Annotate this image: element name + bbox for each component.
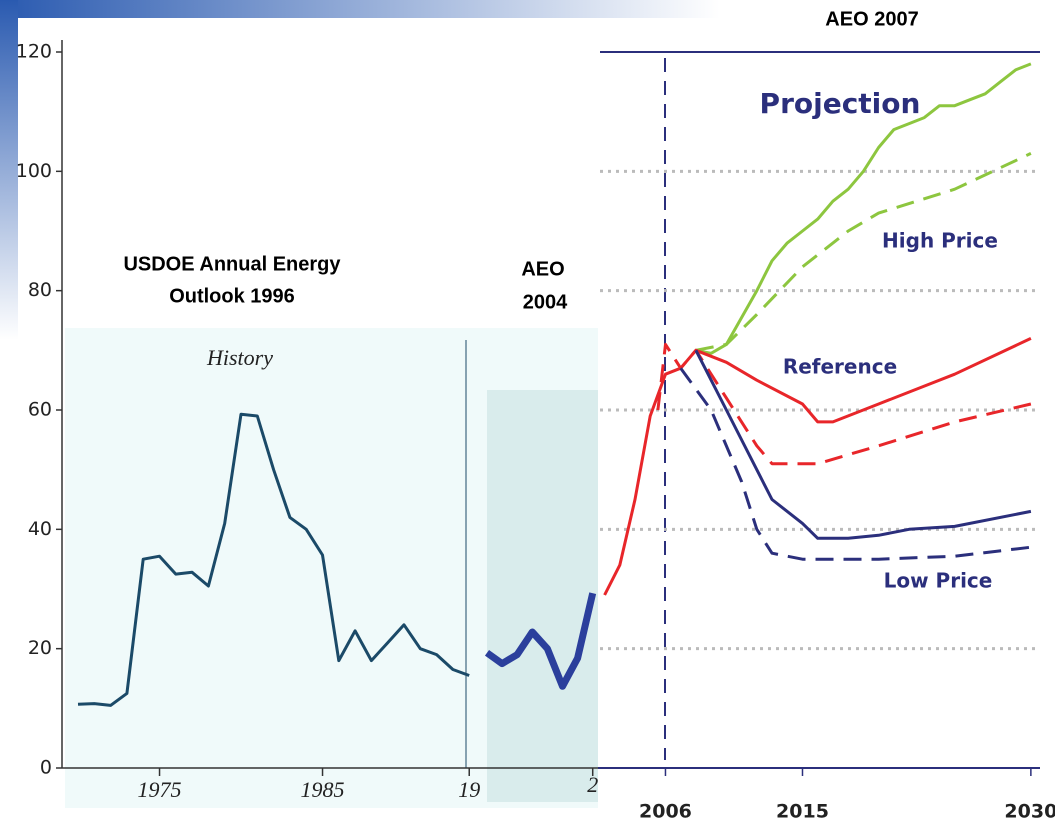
- y-tick-label: 80: [28, 279, 52, 301]
- line: [695, 62, 1032, 355]
- x-tick-label: 2006: [639, 801, 692, 823]
- x-tick-label: 1975: [138, 777, 182, 802]
- chart-title: 2004: [523, 291, 568, 313]
- chart-title: AEO: [521, 258, 564, 280]
- chart-2004: 2: [484, 592, 598, 797]
- x-tick-label: 1985: [301, 777, 345, 802]
- x-tick-label: 2: [587, 772, 598, 797]
- series-label: Low Price: [884, 569, 993, 593]
- line: [77, 412, 470, 707]
- chart-title: Outlook 1996: [169, 285, 295, 307]
- y-tick-label: 40: [28, 518, 52, 540]
- chart-1996: 1975 1985 19: [77, 412, 480, 802]
- y-axis-ticks: 0 20 40 60 80 100 120: [16, 41, 62, 779]
- series-label: High Price: [882, 229, 998, 253]
- y-tick-label: 0: [40, 757, 52, 779]
- y-tick-label: 100: [16, 160, 52, 182]
- decor-bar: [0, 0, 18, 340]
- line: [484, 592, 597, 690]
- y-tick-label: 20: [28, 637, 52, 659]
- line: [679, 367, 1032, 561]
- annotation: Projection: [760, 87, 921, 120]
- chart-title: AEO 2007: [825, 8, 918, 30]
- annotation: History: [206, 345, 273, 370]
- line: [694, 349, 1032, 540]
- panel: [487, 390, 598, 802]
- x-tick-label: 19: [458, 777, 480, 802]
- decor-bar: [0, 0, 720, 18]
- chart-2007: 2006 2015 2030 High Price Reference Low Price: [600, 51, 1055, 823]
- chart-title: USDOE Annual Energy: [123, 253, 341, 275]
- x-tick-label: 2015: [776, 801, 829, 823]
- line: [603, 337, 1032, 596]
- x-tick-label: 2030: [1004, 801, 1055, 823]
- panel: [598, 40, 1055, 832]
- y-tick-label: 120: [16, 41, 52, 63]
- line: [695, 152, 1032, 352]
- y-tick-label: 60: [28, 399, 52, 421]
- series-label: Reference: [783, 355, 897, 379]
- line: [656, 342, 1032, 466]
